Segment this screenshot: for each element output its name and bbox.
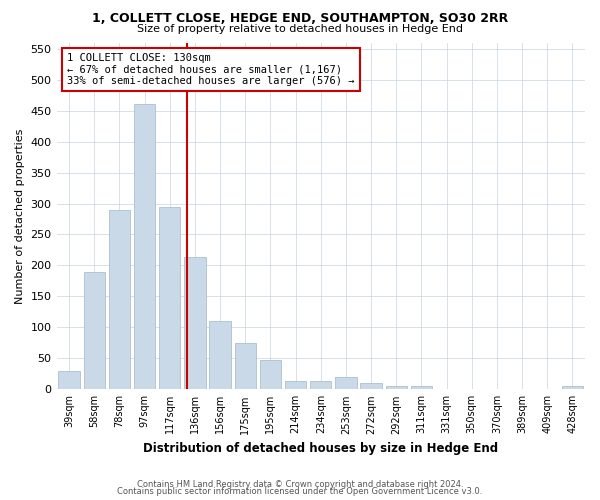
Bar [58,370,80,390]
Bar [335,377,356,390]
Bar [260,360,281,390]
Bar [562,386,583,390]
Bar [361,383,382,390]
Bar [386,386,407,390]
Text: Contains HM Land Registry data © Crown copyright and database right 2024.: Contains HM Land Registry data © Crown c… [137,480,463,489]
Text: 1, COLLETT CLOSE, HEDGE END, SOUTHAMPTON, SO30 2RR: 1, COLLETT CLOSE, HEDGE END, SOUTHAMPTON… [92,12,508,26]
Bar [159,206,181,390]
Bar [285,382,307,390]
X-axis label: Distribution of detached houses by size in Hedge End: Distribution of detached houses by size … [143,442,499,455]
Bar [310,382,331,390]
Bar [109,210,130,390]
Text: 1 COLLETT CLOSE: 130sqm
← 67% of detached houses are smaller (1,167)
33% of semi: 1 COLLETT CLOSE: 130sqm ← 67% of detache… [67,53,355,86]
Bar [184,258,206,390]
Bar [134,104,155,390]
Y-axis label: Number of detached properties: Number of detached properties [15,128,25,304]
Bar [235,343,256,390]
Bar [83,272,105,390]
Text: Size of property relative to detached houses in Hedge End: Size of property relative to detached ho… [137,24,463,34]
Bar [209,321,231,390]
Text: Contains public sector information licensed under the Open Government Licence v3: Contains public sector information licen… [118,487,482,496]
Bar [411,386,432,390]
